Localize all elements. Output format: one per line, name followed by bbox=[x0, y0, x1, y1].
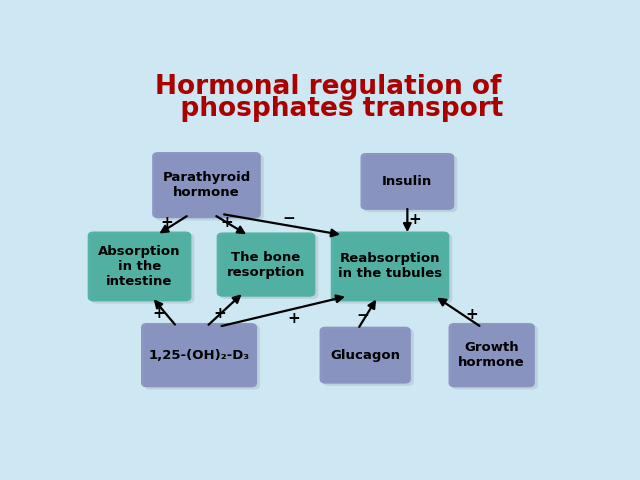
Text: The bone
resorption: The bone resorption bbox=[227, 251, 305, 278]
FancyBboxPatch shape bbox=[451, 325, 538, 389]
FancyBboxPatch shape bbox=[333, 234, 452, 303]
FancyBboxPatch shape bbox=[323, 329, 414, 386]
Text: +: + bbox=[287, 311, 300, 325]
Text: Hormonal regulation of: Hormonal regulation of bbox=[155, 74, 501, 100]
FancyBboxPatch shape bbox=[220, 235, 318, 299]
Text: +: + bbox=[220, 216, 233, 230]
Text: −: − bbox=[282, 211, 294, 226]
FancyBboxPatch shape bbox=[88, 231, 191, 301]
Text: Insulin: Insulin bbox=[382, 175, 433, 188]
Text: Growth
hormone: Growth hormone bbox=[458, 341, 525, 369]
FancyBboxPatch shape bbox=[141, 323, 257, 387]
FancyBboxPatch shape bbox=[331, 231, 449, 301]
FancyBboxPatch shape bbox=[155, 154, 264, 220]
Text: −: − bbox=[356, 308, 369, 323]
Text: +: + bbox=[152, 306, 164, 321]
Text: Glucagon: Glucagon bbox=[330, 348, 400, 361]
FancyBboxPatch shape bbox=[144, 325, 260, 389]
FancyBboxPatch shape bbox=[217, 232, 316, 297]
FancyBboxPatch shape bbox=[364, 155, 457, 212]
Text: Absorption
in the
intestine: Absorption in the intestine bbox=[99, 245, 180, 288]
Text: 1,25-(OH)₂-D₃: 1,25-(OH)₂-D₃ bbox=[148, 348, 250, 361]
Text: +: + bbox=[214, 306, 227, 321]
FancyBboxPatch shape bbox=[449, 323, 535, 387]
Text: Parathyroid
hormone: Parathyroid hormone bbox=[163, 171, 251, 199]
Text: phosphates transport: phosphates transport bbox=[153, 96, 503, 122]
Text: +: + bbox=[408, 212, 421, 227]
FancyBboxPatch shape bbox=[319, 327, 411, 384]
Text: +: + bbox=[465, 307, 478, 322]
Text: +: + bbox=[161, 215, 173, 230]
FancyBboxPatch shape bbox=[152, 152, 260, 218]
Text: Reabsorption
in the tubules: Reabsorption in the tubules bbox=[338, 252, 442, 280]
FancyBboxPatch shape bbox=[91, 234, 195, 303]
FancyBboxPatch shape bbox=[360, 153, 454, 210]
